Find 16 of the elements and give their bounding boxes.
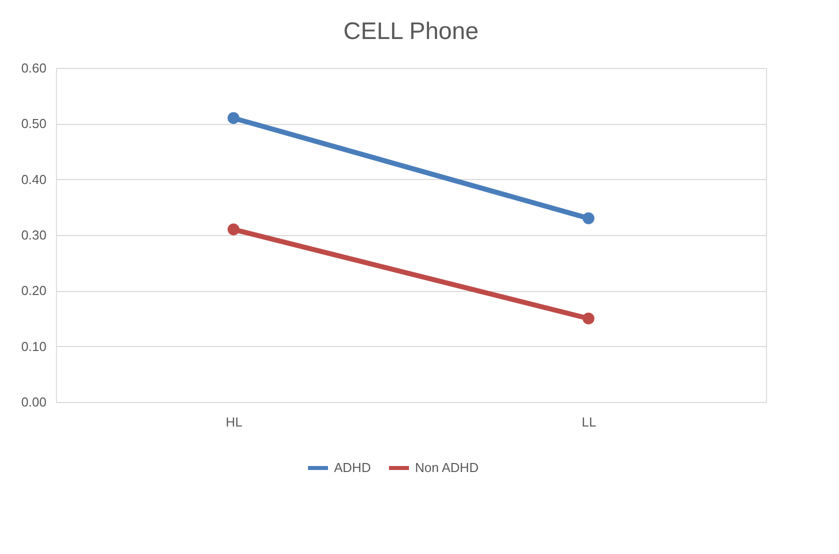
x-tick-label: HL	[226, 414, 242, 430]
point	[582, 312, 594, 324]
chart-title: CELL Phone	[343, 18, 479, 45]
x-tick-label: LL	[582, 414, 596, 430]
legend-label: ADHD	[334, 460, 371, 475]
point	[228, 224, 240, 236]
point	[582, 212, 594, 224]
y-tick-label: 0.20	[21, 283, 46, 298]
y-tick-label: 0.10	[21, 338, 46, 354]
y-tick-label: 0.40	[21, 172, 46, 187]
y-tick-label: 0.00	[21, 394, 46, 410]
y-tick-label: 0.60	[21, 60, 46, 76]
legend-label: Non ADHD	[415, 460, 479, 475]
y-tick-label: 0.30	[21, 228, 46, 242]
point	[228, 112, 240, 124]
y-tick-label: 0.50	[21, 116, 46, 132]
